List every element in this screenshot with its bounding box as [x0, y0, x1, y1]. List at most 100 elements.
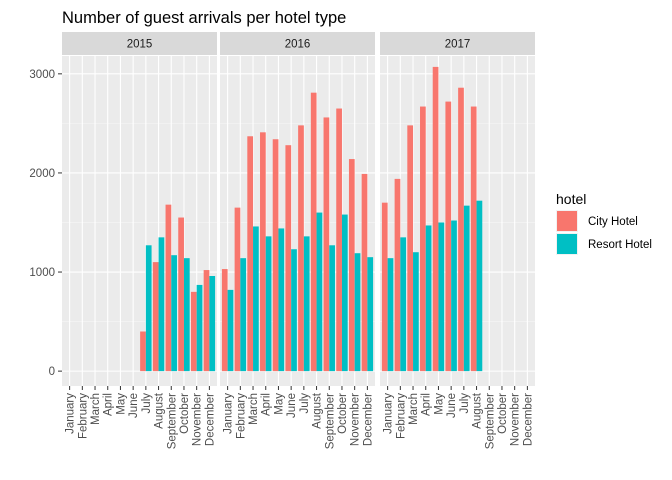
x-tick-label: October	[337, 393, 349, 434]
chart-title: Number of guest arrivals per hotel type	[62, 9, 346, 27]
bar-resort-hotel-2016-october	[341, 214, 348, 372]
x-tick-label: July	[459, 393, 471, 414]
bar-city-hotel-2016-june	[285, 145, 292, 372]
facet-strip	[380, 32, 535, 55]
facet-strip	[220, 32, 375, 55]
facet-strip-label: 2016	[285, 39, 311, 51]
bar-resort-hotel-2017-august	[476, 200, 483, 372]
facet-strip-label: 2015	[127, 39, 153, 51]
bar-city-hotel-2016-september	[323, 117, 330, 372]
x-tick-label: December	[362, 393, 374, 446]
y-tick-label: 1000	[29, 267, 55, 279]
x-tick-label: March	[90, 393, 102, 425]
bar-city-hotel-2016-april	[260, 132, 266, 372]
bar-city-hotel-2016-july	[298, 125, 304, 372]
bar-city-hotel-2017-february	[394, 178, 401, 372]
bar-city-hotel-2017-august	[470, 106, 477, 372]
x-tick-label: June	[128, 393, 140, 418]
x-tick-label: May	[115, 393, 127, 415]
bar-city-hotel-2016-november	[348, 159, 355, 372]
x-tick-label: November	[350, 393, 362, 446]
y-tick-label: 3000	[29, 69, 55, 81]
legend-swatch	[557, 211, 577, 231]
bar-city-hotel-2017-april	[420, 106, 426, 372]
legend-swatch	[557, 234, 577, 254]
x-tick-label: September	[324, 393, 336, 449]
bar-resort-hotel-2016-february	[240, 258, 247, 372]
facet-strip-label: 2017	[445, 39, 471, 51]
x-tick-label: July	[141, 393, 153, 414]
bar-city-hotel-2016-august	[310, 92, 317, 372]
x-tick-label: January	[223, 393, 235, 434]
bar-city-hotel-2017-may	[432, 66, 439, 372]
bar-resort-hotel-2016-june	[291, 249, 297, 372]
bar-resort-hotel-2015-july	[145, 245, 152, 372]
facet-strip	[62, 32, 217, 55]
bar-city-hotel-2015-september	[165, 204, 172, 372]
bar-city-hotel-2015-november	[190, 291, 197, 372]
bar-city-hotel-2017-march	[407, 125, 414, 372]
bar-city-hotel-2015-july	[140, 331, 146, 372]
bar-resort-hotel-2016-september	[329, 245, 335, 372]
x-tick-label: August	[154, 392, 166, 429]
bar-resort-hotel-2016-november	[354, 253, 361, 372]
x-tick-label: August	[312, 392, 324, 429]
x-tick-label: August	[472, 392, 484, 429]
bar-resort-hotel-2015-november	[196, 284, 203, 372]
bar-resort-hotel-2016-december	[367, 257, 374, 372]
x-tick-label: October	[179, 393, 191, 434]
bar-city-hotel-2017-january	[381, 202, 388, 372]
bar-city-hotel-2015-december	[203, 270, 210, 372]
bar-resort-hotel-2017-june	[451, 220, 457, 372]
bar-resort-hotel-2015-december	[209, 276, 216, 372]
x-tick-label: June	[446, 393, 458, 418]
x-tick-label: May	[273, 393, 285, 415]
legend-label: City Hotel	[588, 216, 638, 228]
bar-city-hotel-2016-december	[361, 173, 368, 372]
legend-title: hotel	[556, 191, 586, 207]
bar-city-hotel-2016-october	[336, 108, 342, 372]
bar-resort-hotel-2016-may	[278, 228, 285, 372]
bar-resort-hotel-2016-august	[316, 212, 323, 372]
x-tick-label: November	[192, 393, 204, 446]
bar-city-hotel-2017-july	[458, 87, 464, 372]
x-tick-label: April	[103, 393, 115, 416]
x-tick-label: June	[286, 393, 298, 418]
panel-2017: 2017 January February March April May June July…	[380, 32, 535, 449]
x-tick-label: February	[235, 393, 247, 439]
bar-resort-hotel-2015-september	[171, 255, 177, 372]
bar-resort-hotel-2015-august	[158, 237, 165, 372]
x-tick-label: February	[77, 393, 89, 439]
x-tick-label: May	[433, 393, 445, 415]
x-tick-label: November	[510, 393, 522, 446]
x-tick-label: March	[408, 393, 420, 425]
bar-resort-hotel-2017-may	[438, 222, 445, 372]
bar-city-hotel-2016-may	[272, 139, 279, 372]
legend-label: Resort Hotel	[588, 239, 652, 251]
bar-resort-hotel-2017-january	[387, 258, 394, 372]
x-tick-label: April	[421, 393, 433, 416]
bar-resort-hotel-2017-march	[413, 252, 419, 372]
y-tick-label: 0	[49, 366, 55, 378]
x-tick-label: April	[261, 393, 273, 416]
x-tick-label: September	[484, 393, 496, 449]
bar-resort-hotel-2016-january	[227, 289, 234, 372]
panel-2016: 2016 January February March April May June July…	[220, 32, 375, 449]
x-tick-label: March	[248, 393, 260, 425]
x-tick-label: September	[166, 393, 178, 449]
bar-resort-hotel-2016-march	[253, 226, 259, 372]
x-tick-label: December	[522, 393, 534, 446]
bar-resort-hotel-2015-october	[183, 258, 190, 372]
bar-resort-hotel-2016-july	[303, 236, 310, 372]
bar-city-hotel-2017-june	[445, 101, 452, 372]
bar-city-hotel-2016-march	[247, 136, 254, 372]
bar-resort-hotel-2017-july	[463, 205, 470, 372]
bar-resort-hotel-2017-february	[400, 237, 407, 372]
bar-resort-hotel-2017-april	[425, 225, 432, 372]
panel-2015: 2015 January February March April May June July…	[62, 32, 217, 449]
x-tick-label: February	[395, 393, 407, 439]
bar-city-hotel-2015-october	[178, 217, 184, 372]
